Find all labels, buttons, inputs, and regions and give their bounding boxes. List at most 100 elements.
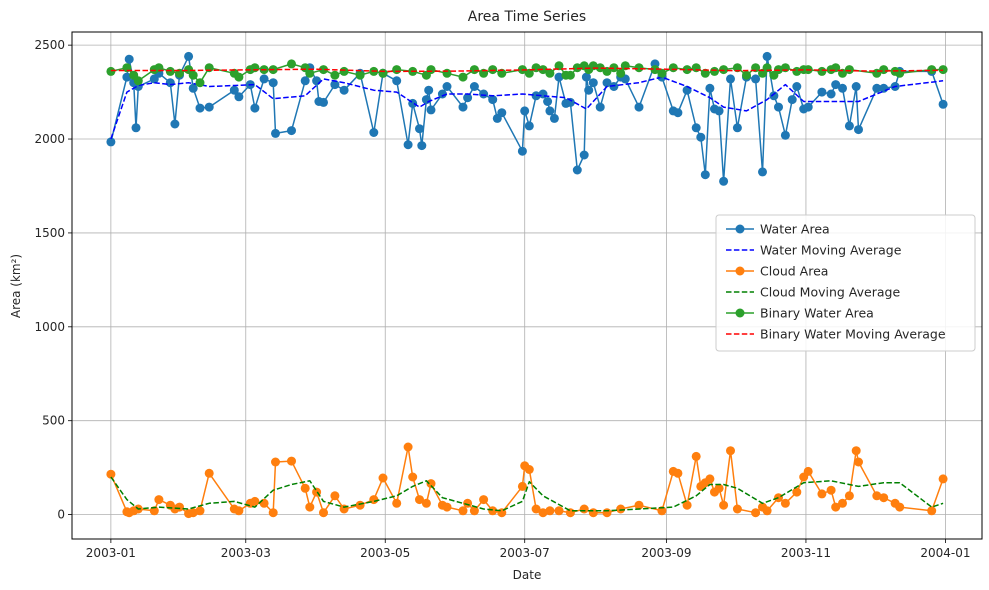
cloud-area-point (545, 506, 555, 516)
binary-water-area-point (355, 70, 365, 80)
cloud-area-point (517, 481, 527, 491)
cloud-area-point (879, 493, 889, 503)
binary-water-area-point (392, 65, 402, 75)
cloud-area-point (330, 491, 340, 501)
water-area-point (417, 141, 427, 151)
legend-swatch-marker (735, 224, 745, 234)
water-area-point (188, 83, 198, 93)
x-tick-label: 2003-07 (500, 546, 550, 560)
y-tick-label: 1500 (34, 226, 65, 240)
chart-title: Area Time Series (468, 9, 586, 25)
water-area-point (634, 102, 644, 112)
binary-water-area-point (234, 72, 244, 82)
water-area-point (844, 121, 854, 131)
water-area-point (442, 82, 452, 91)
water-area-point (339, 85, 349, 95)
cloud-area-point (774, 493, 783, 503)
cloud-area-point (826, 485, 836, 495)
cloud-area-point (469, 506, 479, 516)
water-area-point (106, 137, 116, 147)
binary-water-area-point (250, 63, 260, 73)
water-area-point (673, 108, 683, 118)
water-area-point (312, 76, 322, 86)
binary-water-area-point (426, 65, 436, 75)
legend-label: Cloud Moving Average (760, 285, 900, 300)
cloud-area-point (259, 498, 269, 508)
cloud-area-point (927, 506, 937, 516)
binary-water-area-point (378, 68, 388, 78)
cloud-area-point (319, 508, 328, 518)
water-area-point (769, 91, 779, 101)
water-area-point (124, 54, 134, 64)
water-area-point (369, 128, 379, 137)
binary-water-area-point (927, 65, 937, 75)
binary-water-area-point (595, 63, 605, 73)
water-area-point (424, 85, 434, 95)
legend-item-water-area: Water Area (726, 222, 830, 237)
water-area-point (838, 83, 847, 93)
cloud-area-point (154, 495, 164, 505)
legend-label: Binary Water Moving Average (760, 327, 946, 342)
water-area-point (469, 82, 479, 91)
y-tick-label: 500 (42, 414, 65, 428)
binary-water-area-point (719, 65, 729, 75)
binary-water-area-point (195, 78, 205, 88)
water-area-point (330, 80, 340, 90)
binary-water-area-point (565, 70, 575, 80)
series-binary-water-moving-average (110, 67, 944, 73)
cloud-area-point (195, 506, 205, 516)
water-area-point (817, 87, 827, 97)
water-area-point (415, 124, 424, 134)
plot-frame (71, 31, 983, 540)
legend-label: Water Moving Average (760, 243, 902, 258)
water-area-point (792, 82, 802, 91)
cloud-area-point (762, 506, 772, 516)
water-area-point (579, 150, 589, 160)
binary-water-area-point (657, 68, 667, 78)
binary-water-area-point (330, 70, 340, 80)
binary-water-area-point (938, 65, 948, 75)
cloud-area-point (355, 500, 365, 510)
water-area-point (831, 80, 841, 90)
cloud-area-point (287, 456, 296, 466)
binary-water-area-point (287, 59, 296, 69)
cloud-area-point (271, 457, 280, 467)
cloud-area-point (854, 457, 863, 467)
cloud-area-point (531, 504, 541, 514)
water-area-point (851, 82, 861, 91)
water-area-point (803, 102, 813, 112)
binary-water-area-point (188, 70, 198, 80)
water-area-point (938, 99, 948, 109)
water-area-point (726, 74, 735, 84)
water-area-point (259, 74, 269, 84)
binary-water-area-point (572, 63, 582, 73)
cloud-area-point (751, 508, 761, 518)
water-area-point (229, 85, 239, 95)
water-area-point (204, 102, 214, 112)
binary-water-area-point (442, 68, 452, 78)
water-area-point (774, 102, 783, 112)
binary-water-area-point (792, 66, 802, 76)
water-area-point (545, 106, 555, 116)
water-area-point (403, 140, 413, 150)
water-area-point (479, 89, 489, 99)
cloud-area-point (554, 506, 564, 516)
binary-water-area-point (616, 68, 626, 78)
cloud-area-point (844, 491, 854, 501)
water-area-point (588, 78, 598, 88)
cloud-area-point (175, 502, 184, 512)
cloud-area-point (831, 502, 841, 512)
cloud-area-point (106, 469, 116, 479)
legend-item-cloud-moving-average: Cloud Moving Average (726, 285, 900, 300)
legend-item-binary-water-moving-average: Binary Water Moving Average (726, 327, 946, 342)
binary-water-area-point (602, 66, 612, 76)
binary-water-area-point (682, 65, 692, 75)
water-area-point (488, 95, 498, 105)
water-area-point (524, 121, 534, 131)
y-tick-label: 0 (57, 508, 65, 522)
y-tick-label: 2000 (34, 132, 65, 146)
water-area-point (392, 76, 402, 86)
water-area-point (538, 89, 548, 99)
water-area-point (780, 130, 790, 140)
